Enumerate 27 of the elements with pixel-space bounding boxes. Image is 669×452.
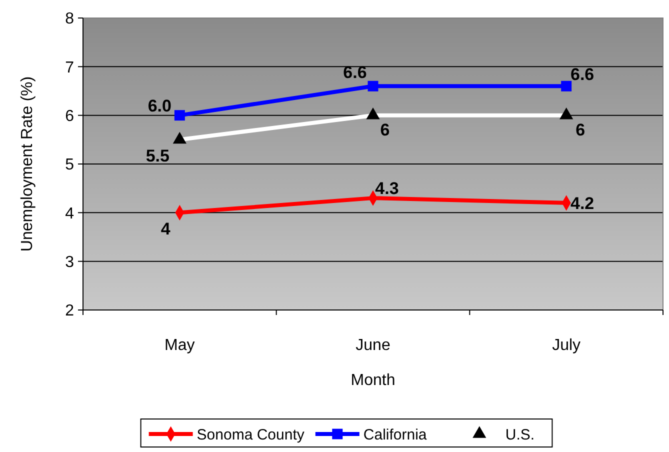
data-label: 5.5	[146, 146, 170, 166]
x-tick-label: May	[164, 337, 195, 354]
legend-label: California	[363, 426, 428, 444]
point	[561, 80, 572, 92]
data-label: 6	[380, 120, 390, 140]
y-tick-label: 4	[65, 205, 74, 222]
data-label: 6.6	[570, 65, 594, 84]
data-label: 6	[576, 120, 586, 140]
data-label: 4.3	[375, 179, 399, 198]
y-tick-label: 8	[65, 10, 74, 28]
x-axis-title: Month	[350, 372, 396, 389]
y-tick-label: 6	[65, 108, 74, 125]
y-tick-label: 3	[65, 254, 74, 271]
data-label: 4.2	[570, 194, 594, 213]
point	[368, 80, 378, 92]
data-label: 4	[160, 220, 171, 239]
data-label: 6.6	[343, 63, 367, 82]
x-tick-label: July	[552, 337, 581, 354]
legend-label: Sonoma County	[196, 426, 305, 444]
x-tick-label: June	[356, 337, 390, 354]
y-tick-label: 5	[65, 156, 74, 174]
y-axis-title: Unemployment Rate (%)	[19, 76, 36, 252]
legend-label: U.S.	[505, 426, 535, 444]
y-tick-label: 7	[65, 59, 74, 76]
data-label: 6.0	[148, 96, 172, 116]
point	[174, 110, 185, 121]
y-tick-label: 2	[65, 302, 74, 320]
